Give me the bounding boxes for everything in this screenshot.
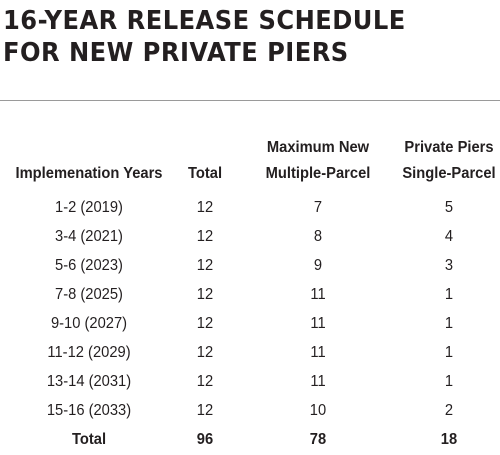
cell-total: 12 (196, 228, 214, 245)
cell-years: 9-10 (2027) (50, 315, 128, 332)
header-years: Implemenation Years (15, 165, 163, 182)
cell-total: 12 (196, 344, 214, 361)
cell-total: 12 (196, 257, 214, 274)
title-line-2: FOR NEW PRIVATE PIERS (3, 38, 349, 68)
cell-total: 12 (196, 402, 214, 419)
title-divider (0, 100, 500, 101)
table-row: 9-10 (2027) 12 11 1 (0, 310, 500, 339)
cell-multi: 8 (313, 228, 323, 245)
header-single-top: Private Piers (404, 139, 494, 156)
cell-multi: 11 (310, 315, 326, 332)
header-total: Total (187, 165, 223, 182)
header-multi-top: Maximum New (266, 139, 370, 156)
page-title: 16-YEAR RELEASE SCHEDULE FOR NEW PRIVATE… (3, 5, 493, 69)
header-single: Single-Parcel (402, 165, 496, 182)
cell-years: 1-2 (2019) (55, 199, 123, 216)
total-total: 96 (196, 431, 214, 448)
table-row: 11-12 (2029) 12 11 1 (0, 339, 500, 368)
table-row: 7-8 (2025) 12 11 1 (0, 281, 500, 310)
table-total-row: Total 96 78 18 (0, 426, 500, 455)
title-line-1: 16-YEAR RELEASE SCHEDULE (3, 6, 406, 36)
cell-years: 13-14 (2031) (46, 373, 132, 390)
cell-years: 11-12 (2029) (47, 344, 131, 361)
cell-single: 1 (444, 373, 454, 390)
total-multi: 78 (309, 431, 327, 448)
cell-total: 12 (196, 315, 214, 332)
cell-single: 2 (444, 402, 454, 419)
cell-years: 3-4 (2021) (55, 228, 123, 245)
table-row: 15-16 (2033) 12 10 2 (0, 397, 500, 426)
table-row: 3-4 (2021) 12 8 4 (0, 223, 500, 252)
cell-single: 1 (444, 286, 454, 303)
cell-years: 7-8 (2025) (55, 286, 123, 303)
cell-years: 15-16 (2033) (46, 402, 132, 419)
cell-single: 1 (444, 315, 454, 332)
cell-single: 3 (444, 257, 454, 274)
table-row: 13-14 (2031) 12 11 1 (0, 368, 500, 397)
table-row: 1-2 (2019) 12 7 5 (0, 194, 500, 223)
cell-multi: 11 (310, 344, 326, 361)
total-single: 18 (440, 431, 458, 448)
cell-single: 1 (444, 344, 454, 361)
cell-years: 5-6 (2023) (55, 257, 123, 274)
header-multi: Multiple-Parcel (265, 165, 371, 182)
table-row: 5-6 (2023) 12 9 3 (0, 252, 500, 281)
total-label: Total (71, 431, 107, 448)
cell-total: 12 (196, 286, 214, 303)
cell-multi: 9 (313, 257, 323, 274)
cell-multi: 11 (310, 373, 326, 390)
cell-multi: 11 (310, 286, 326, 303)
cell-total: 12 (196, 199, 214, 216)
cell-single: 4 (444, 228, 454, 245)
cell-single: 5 (444, 199, 454, 216)
cell-total: 12 (196, 373, 214, 390)
cell-multi: 10 (309, 402, 327, 419)
cell-multi: 7 (313, 199, 323, 216)
